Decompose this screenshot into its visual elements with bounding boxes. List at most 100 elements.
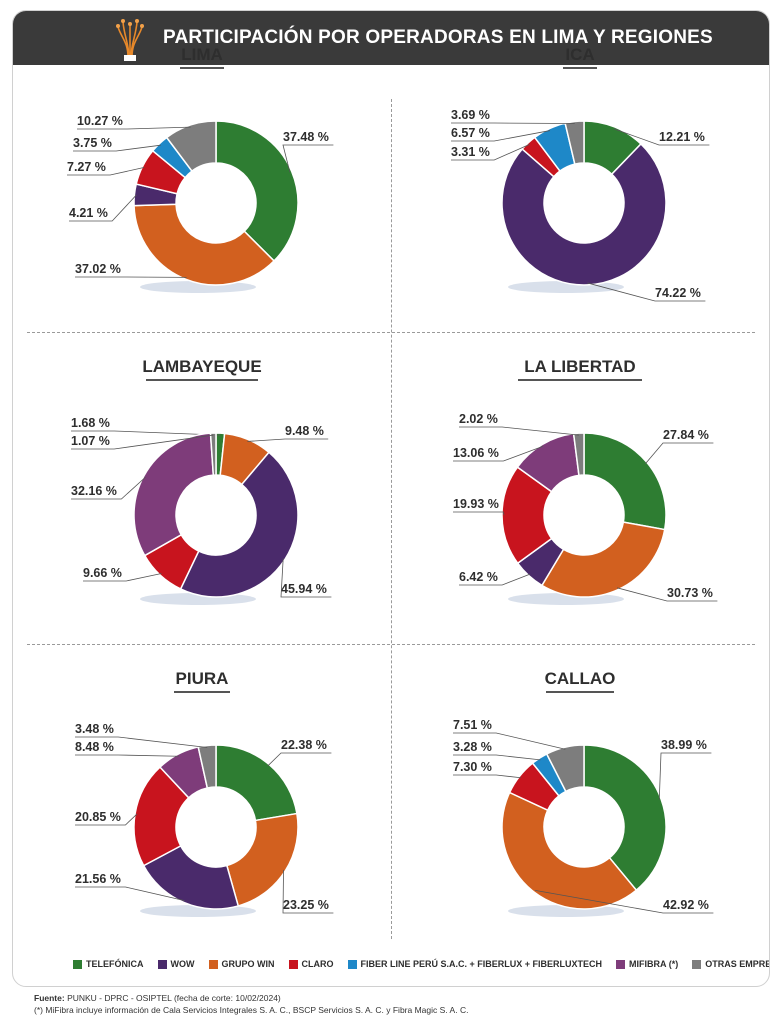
la-libertad-slice-grupo-win <box>540 521 666 598</box>
legend-swatch-fiberline <box>347 959 357 969</box>
piura-title-underline <box>174 691 230 693</box>
header-bar: PARTICIPACIÓN POR OPERADORAS EN LIMA Y R… <box>13 11 769 65</box>
legend-item-claro: CLARO <box>288 959 334 969</box>
legend-label: MIFIBRA (*) <box>629 959 679 969</box>
lambayeque-leader-telefonica <box>71 430 221 436</box>
ica-label-claro: 3.31 % <box>451 145 490 159</box>
la-libertad-title-underline <box>518 379 642 381</box>
legend-swatch-mifibra <box>616 959 626 969</box>
fiber-optic-icon <box>116 19 144 61</box>
source-note: Fuente: PUNKU - DPRC - OSIPTEL (fecha de… <box>34 992 468 1016</box>
ica-label-otras: 3.69 % <box>451 108 490 122</box>
callao-slice-grupo-win <box>501 791 638 910</box>
la-libertad-label-telefonica: 27.84 % <box>663 428 709 442</box>
ica-label-telefonica: 12.21 % <box>659 130 705 144</box>
la-libertad-leader-mifibra <box>453 445 544 462</box>
callao-label-grupo-win: 42.92 % <box>663 898 709 912</box>
legend-label: GRUPO WIN <box>221 959 275 969</box>
lima-title-underline <box>179 67 225 69</box>
callao-title-underline <box>546 691 614 693</box>
page-title: PARTICIPACIÓN POR OPERADORAS EN LIMA Y R… <box>163 27 713 48</box>
piura-leader-otras <box>75 736 208 748</box>
horizontal-divider-2 <box>27 644 755 645</box>
la-libertad-label-mifibra: 13.06 % <box>453 446 499 460</box>
source-text: PUNKU - DPRC - OSIPTEL (fecha de corte: … <box>64 993 281 1003</box>
callao-leader-grupo-win <box>535 889 714 914</box>
lambayeque-label-wow: 45.94 % <box>281 582 327 596</box>
legend-swatch-claro <box>288 959 298 969</box>
lambayeque-label-mifibra: 32.16 % <box>71 484 117 498</box>
lambayeque-leader-mifibra <box>71 476 146 500</box>
piura-slice-grupo-win <box>225 812 299 907</box>
lima-label-claro: 7.27 % <box>67 160 106 174</box>
la-libertad-leader-telefonica <box>645 442 714 464</box>
callao-leader-otras <box>453 732 566 750</box>
lambayeque-slice-otras <box>209 432 217 476</box>
la-libertad-leader-claro <box>453 511 505 516</box>
ica-leader-claro <box>451 144 530 161</box>
callao-leader-claro <box>453 774 522 779</box>
ica-leader-telefonica <box>613 128 710 146</box>
ica-leader-wow <box>587 282 706 302</box>
legend-item-grupo-win: GRUPO WIN <box>208 959 275 969</box>
legend-label: OTRAS EMPRESAS <box>705 959 769 969</box>
vertical-divider <box>391 99 392 939</box>
lambayeque-title-underline <box>146 379 258 381</box>
piura-leader-wow <box>75 886 185 901</box>
lambayeque-label-grupo-win: 9.48 % <box>285 424 324 438</box>
lambayeque-leader-grupo-win <box>247 438 329 442</box>
legend-item-telefonica: TELEFÓNICA <box>73 959 144 969</box>
legend-swatch-grupo-win <box>208 959 218 969</box>
lambayeque-leader-claro <box>83 573 162 582</box>
legend-item-otras: OTRAS EMPRESAS <box>692 959 769 969</box>
legend-label: TELEFÓNICA <box>86 959 144 969</box>
callao-title: CALLAO <box>544 669 616 688</box>
ica-leader-fiberline <box>451 130 551 142</box>
legend: TELEFÓNICA WOW GRUPO WIN CLARO FIBER LINE PE… <box>73 959 769 969</box>
piura-label-wow: 21.56 % <box>75 872 121 886</box>
la-libertad-label-otras: 2.02 % <box>459 412 498 426</box>
lima-leader-telefonica <box>282 144 334 173</box>
legend-label: FIBER LINE PERÚ S.A.C. + FIBERLUX + FIBE… <box>360 959 603 969</box>
ica-title-underline <box>563 67 597 69</box>
piura-label-claro: 20.85 % <box>75 810 121 824</box>
callao-label-fiberline: 3.28 % <box>453 740 492 754</box>
horizontal-divider-1 <box>27 332 755 333</box>
legend-label: WOW <box>170 959 195 969</box>
charts-canvas: 37.48 % 37.02 % 4.21 % 7.27 % 3.75 % 10.27 % 1… <box>67 108 718 917</box>
lima-slice-otras <box>165 120 217 173</box>
callao-label-claro: 7.30 % <box>453 760 492 774</box>
callao-label-otras: 7.51 % <box>453 718 492 732</box>
la-libertad-leader-otras <box>459 426 579 436</box>
lambayeque-label-telefonica: 1.68 % <box>71 416 110 430</box>
piura-label-otras: 3.48 % <box>75 722 114 736</box>
legend-item-mifibra: MIFIBRA (*) <box>616 959 678 969</box>
callao-leader-telefonica <box>658 752 712 800</box>
legend-swatch-otras <box>692 959 702 969</box>
lambayeque-leader-wow <box>280 558 332 598</box>
piura-slice-otras <box>197 744 217 789</box>
la-libertad-slice-otras <box>572 432 585 477</box>
lima-leader-fiberline <box>73 144 161 152</box>
la-libertad-leader-grupo-win <box>617 587 718 602</box>
la-libertad-leader-wow <box>459 573 531 586</box>
piura-label-mifibra: 8.48 % <box>75 740 114 754</box>
legend-swatch-telefonica <box>73 959 82 969</box>
lima-label-wow: 4.21 % <box>69 206 108 220</box>
la-libertad-label-grupo-win: 30.73 % <box>667 586 713 600</box>
lima-title: LIMA <box>181 45 223 64</box>
piura-slice-claro <box>133 766 190 867</box>
legend-swatch-wow <box>157 959 167 969</box>
piura-leader-claro <box>75 813 138 826</box>
callao-slice-telefonica <box>583 744 667 892</box>
lima-leader-claro <box>67 166 145 176</box>
piura-label-telefonica: 22.38 % <box>281 738 327 752</box>
lambayeque-title: LAMBAYEQUE <box>142 357 262 376</box>
lambayeque-slice-mifibra <box>133 432 215 557</box>
callao-slice-otras <box>545 744 585 793</box>
piura-leader-telefonica <box>267 752 332 767</box>
la-libertad-label-wow: 6.42 % <box>459 570 498 584</box>
ica-title: ICA <box>565 45 595 64</box>
lima-label-fiberline: 3.75 % <box>73 136 112 150</box>
piura-title: PIURA <box>175 669 229 688</box>
